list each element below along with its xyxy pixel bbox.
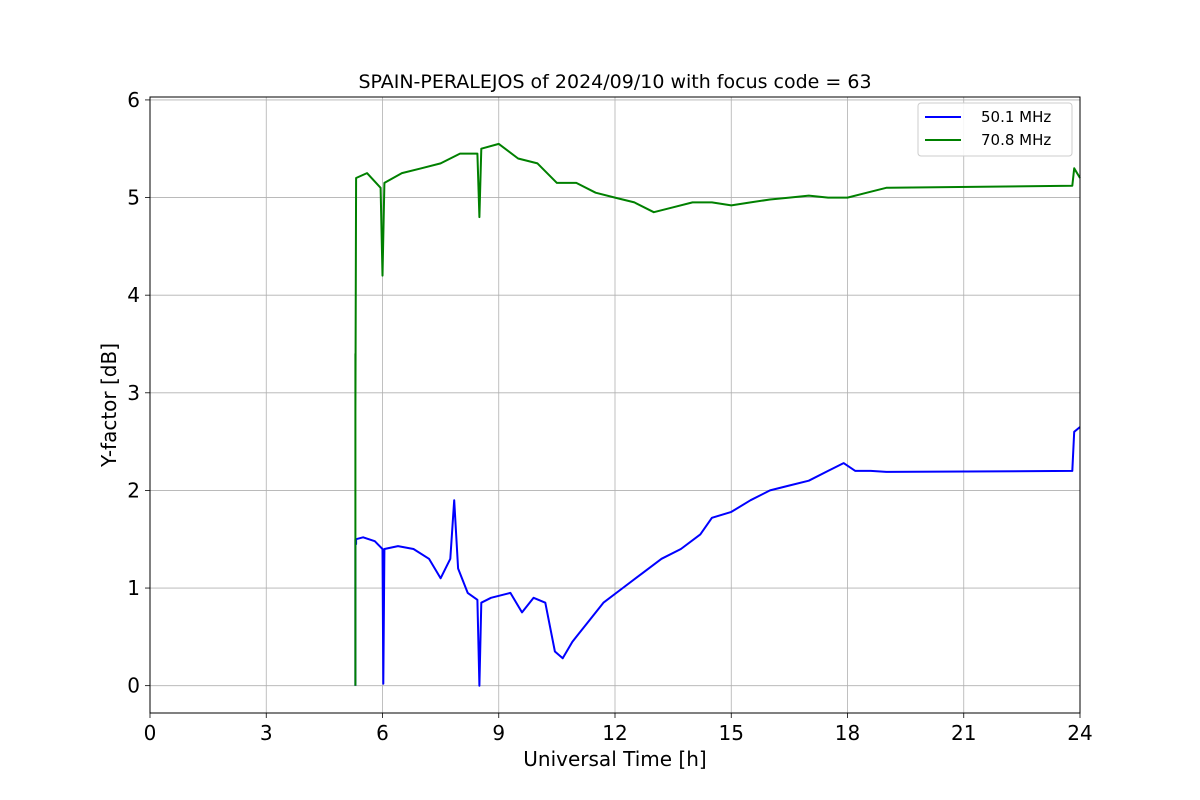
y-tick-label: 2 bbox=[127, 478, 140, 502]
y-tick-label: 1 bbox=[127, 576, 140, 600]
legend-label-50-1-mhz: 50.1 MHz bbox=[981, 108, 1051, 126]
chart-title: SPAIN-PERALEJOS of 2024/09/10 with focus… bbox=[358, 71, 871, 93]
x-tick-label: 12 bbox=[602, 721, 627, 745]
y-tick-label: 3 bbox=[127, 381, 140, 405]
grid bbox=[149, 97, 1081, 713]
x-tick-label: 9 bbox=[492, 721, 505, 745]
y-tick-label: 5 bbox=[127, 186, 140, 210]
x-tick-label: 15 bbox=[719, 721, 744, 745]
y-tick-label: 0 bbox=[127, 674, 140, 698]
legend-label-70-8-mhz: 70.8 MHz bbox=[981, 131, 1051, 149]
x-tick-label: 21 bbox=[951, 721, 976, 745]
x-tick-label: 24 bbox=[1067, 721, 1092, 745]
series-layer bbox=[354, 142, 1081, 687]
x-tick-label: 18 bbox=[835, 721, 860, 745]
series-line-70-8-mhz bbox=[354, 142, 1081, 686]
x-tick-label: 0 bbox=[144, 721, 157, 745]
x-tick-label: 6 bbox=[376, 721, 389, 745]
x-axis-label: Universal Time [h] bbox=[523, 747, 706, 771]
series-line-50-1-mhz bbox=[354, 426, 1081, 687]
y-tick-label: 6 bbox=[127, 88, 140, 112]
y-tick-label: 4 bbox=[127, 283, 140, 307]
y-axis-label: Y-factor [dB] bbox=[97, 343, 121, 468]
legend: 50.1 MHz 70.8 MHz bbox=[917, 102, 1073, 157]
x-tick-label: 3 bbox=[260, 721, 273, 745]
